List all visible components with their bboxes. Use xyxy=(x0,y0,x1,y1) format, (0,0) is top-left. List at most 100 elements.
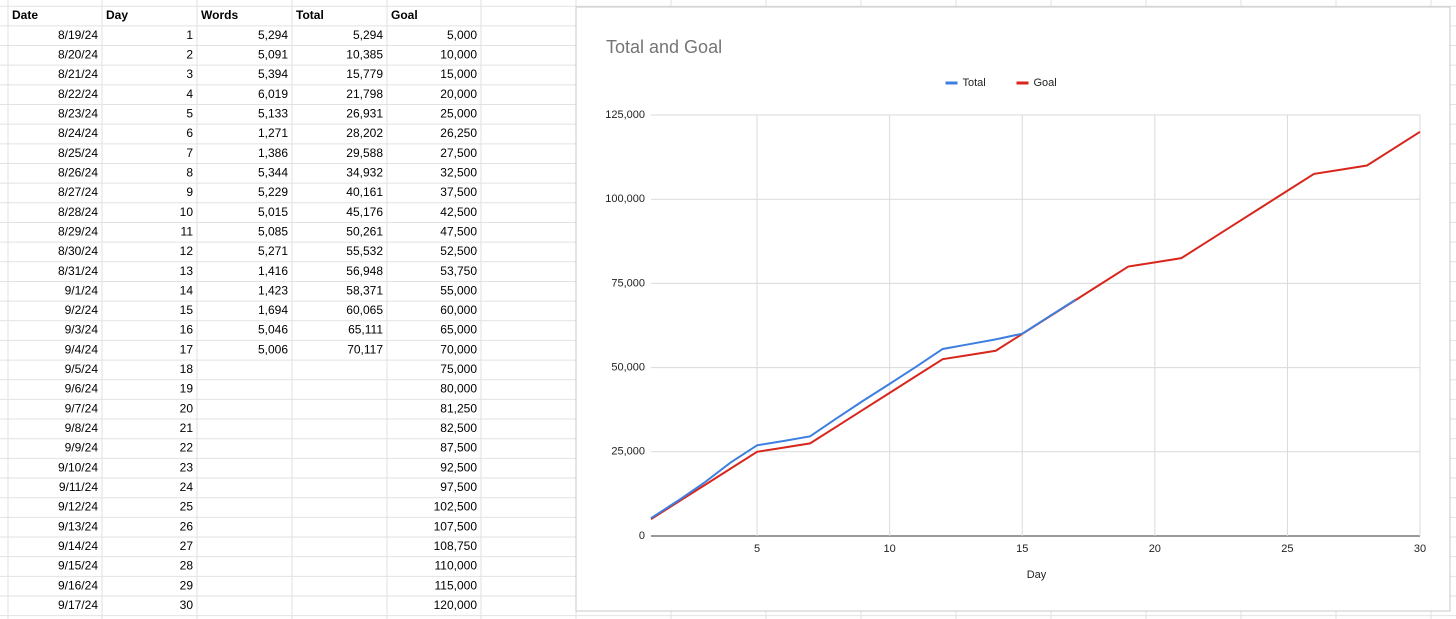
cell[interactable]: 9/4/24 xyxy=(65,342,99,356)
cell[interactable]: 9/8/24 xyxy=(65,421,99,435)
cell[interactable]: 8/26/24 xyxy=(58,165,98,179)
cell[interactable]: 9/17/24 xyxy=(58,598,98,612)
cell[interactable]: 55,000 xyxy=(440,283,477,297)
cell[interactable]: 75,000 xyxy=(440,362,477,376)
cell[interactable]: 5,085 xyxy=(258,224,288,238)
cell[interactable]: 9/7/24 xyxy=(65,401,99,415)
cell[interactable]: 60,065 xyxy=(346,303,383,317)
cell[interactable]: 81,250 xyxy=(440,401,477,415)
cell[interactable]: 5,006 xyxy=(258,342,288,356)
cell[interactable]: 9/5/24 xyxy=(65,362,99,376)
cell[interactable]: 50,261 xyxy=(346,224,383,238)
cell[interactable]: 23 xyxy=(180,460,194,474)
cell[interactable]: 8/21/24 xyxy=(58,67,98,81)
cell[interactable]: 32,500 xyxy=(440,165,477,179)
cell[interactable]: 10 xyxy=(180,205,194,219)
cell[interactable]: 3 xyxy=(186,67,193,81)
cell[interactable]: 15,000 xyxy=(440,67,477,81)
cell[interactable]: 16 xyxy=(180,323,194,337)
cell[interactable]: 19 xyxy=(180,382,194,396)
cell[interactable]: 10,385 xyxy=(346,47,383,61)
cell[interactable]: 11 xyxy=(181,224,194,238)
cell[interactable]: 9/12/24 xyxy=(58,500,98,514)
cell[interactable]: 8/30/24 xyxy=(58,244,98,258)
cell[interactable]: 4 xyxy=(186,87,193,101)
cell[interactable]: 87,500 xyxy=(440,441,477,455)
cell[interactable]: 30 xyxy=(180,598,194,612)
cell[interactable]: 97,500 xyxy=(440,480,477,494)
cell[interactable]: 5,294 xyxy=(353,28,383,42)
cell[interactable]: 52,500 xyxy=(440,244,477,258)
cell[interactable]: 9/9/24 xyxy=(65,441,99,455)
cell[interactable]: 15 xyxy=(180,303,194,317)
cell[interactable]: 29,588 xyxy=(346,146,383,160)
cell[interactable]: 1 xyxy=(186,28,193,42)
cell[interactable]: 1,271 xyxy=(258,126,288,140)
cell[interactable]: 58,371 xyxy=(346,283,383,297)
cell[interactable]: 12 xyxy=(180,244,194,258)
cell[interactable]: 60,000 xyxy=(440,303,477,317)
cell[interactable]: 5,133 xyxy=(258,106,288,120)
cell[interactable]: 5,394 xyxy=(258,67,288,81)
cell[interactable]: 80,000 xyxy=(440,382,477,396)
cell[interactable]: 65,000 xyxy=(440,323,477,337)
cell[interactable]: 1,423 xyxy=(258,283,288,297)
cell[interactable]: 8/29/24 xyxy=(58,224,98,238)
cell[interactable]: 17 xyxy=(180,342,194,356)
cell[interactable]: 26,931 xyxy=(346,106,383,120)
cell[interactable]: 9/1/24 xyxy=(65,283,99,297)
cell[interactable]: 9/15/24 xyxy=(58,559,98,573)
cell[interactable]: 9/2/24 xyxy=(65,303,99,317)
cell[interactable]: 7 xyxy=(186,146,193,160)
cell[interactable]: 115,000 xyxy=(435,578,478,592)
cell[interactable]: 5 xyxy=(186,106,193,120)
cell[interactable]: 28,202 xyxy=(346,126,383,140)
cell[interactable]: 9/16/24 xyxy=(58,578,98,592)
cell[interactable]: 9/13/24 xyxy=(58,519,98,533)
cell[interactable]: 40,161 xyxy=(346,185,383,199)
cell[interactable]: 6 xyxy=(186,126,193,140)
cell[interactable]: 9/14/24 xyxy=(58,539,98,553)
cell[interactable]: 1,386 xyxy=(258,146,288,160)
cell[interactable]: 5,344 xyxy=(258,165,288,179)
cell[interactable]: 42,500 xyxy=(440,205,477,219)
cell[interactable]: 5,294 xyxy=(258,28,288,42)
cell[interactable]: 29 xyxy=(180,578,194,592)
cell[interactable]: 28 xyxy=(180,559,194,573)
cell[interactable]: 8 xyxy=(186,165,193,179)
cell[interactable]: 102,500 xyxy=(434,500,478,514)
cell[interactable]: 20 xyxy=(180,401,194,415)
cell[interactable]: 1,694 xyxy=(258,303,288,317)
cell[interactable]: 5,229 xyxy=(258,185,288,199)
cell[interactable]: 110,000 xyxy=(435,559,478,573)
cell[interactable]: 8/27/24 xyxy=(58,185,98,199)
cell[interactable]: 21,798 xyxy=(346,87,383,101)
cell[interactable]: 24 xyxy=(180,480,194,494)
cell[interactable]: 56,948 xyxy=(346,264,383,278)
cell[interactable]: 8/20/24 xyxy=(58,47,98,61)
cell[interactable]: 8/19/24 xyxy=(58,28,98,42)
cell[interactable]: 5,000 xyxy=(447,28,477,42)
cell[interactable]: 45,176 xyxy=(346,205,383,219)
cell[interactable]: 9/10/24 xyxy=(58,460,98,474)
cell[interactable]: 5,271 xyxy=(258,244,288,258)
cell[interactable]: 14 xyxy=(180,283,194,297)
cell[interactable]: 92,500 xyxy=(440,460,477,474)
cell[interactable]: 82,500 xyxy=(440,421,477,435)
cell[interactable]: 120,000 xyxy=(434,598,478,612)
cell[interactable]: 5,015 xyxy=(258,205,288,219)
cell[interactable]: 70,117 xyxy=(347,342,383,356)
cell[interactable]: 37,500 xyxy=(440,185,477,199)
cell[interactable]: 1,416 xyxy=(258,264,288,278)
cell[interactable]: 47,500 xyxy=(440,224,477,238)
cell[interactable]: 5,046 xyxy=(258,323,288,337)
cell[interactable]: 26 xyxy=(180,519,194,533)
cell[interactable]: 8/25/24 xyxy=(58,146,98,160)
cell[interactable]: 8/31/24 xyxy=(58,264,98,278)
cell[interactable]: 107,500 xyxy=(434,519,478,533)
cell[interactable]: 21 xyxy=(180,421,194,435)
cell[interactable]: 27 xyxy=(180,539,194,553)
cell[interactable]: 55,532 xyxy=(346,244,383,258)
cell[interactable]: 70,000 xyxy=(440,342,477,356)
cell[interactable]: 8/23/24 xyxy=(58,106,98,120)
